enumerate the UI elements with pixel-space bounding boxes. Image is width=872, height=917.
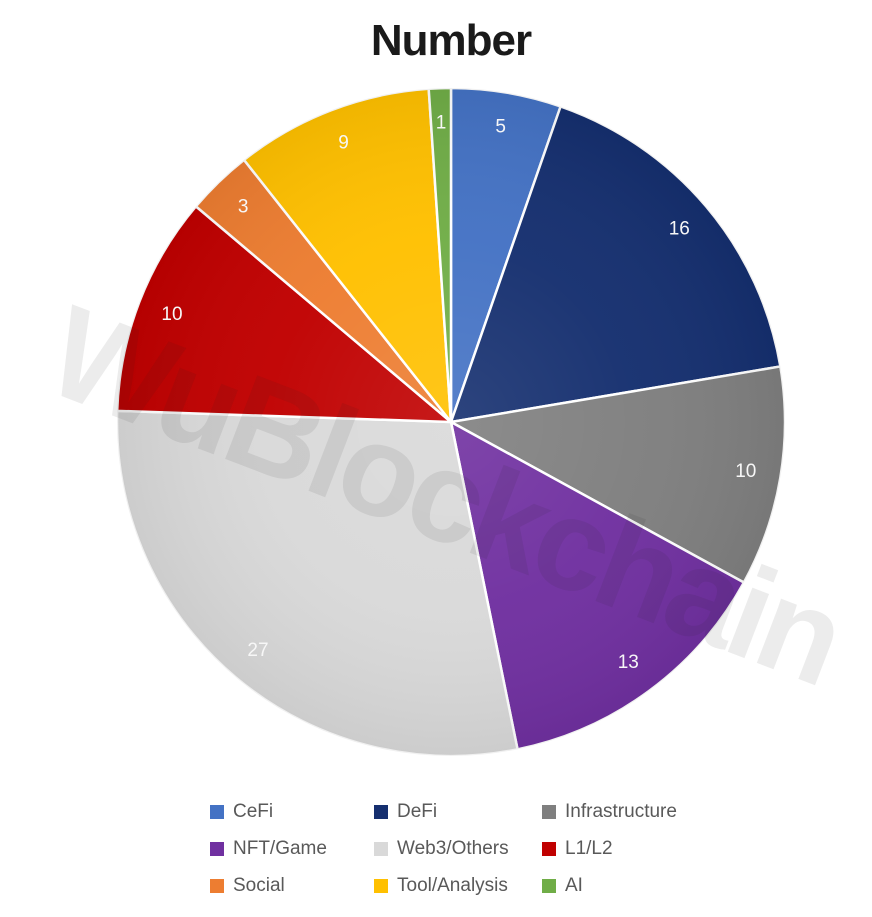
legend-label-social: Social <box>233 875 285 896</box>
legend-swatch-infrastructure <box>542 804 556 819</box>
legend-label-infrastructure: Infrastructure <box>565 801 677 822</box>
slice-value-label-tool-analysis: 9 <box>338 133 349 154</box>
legend-item-web3-others: Web3/Others <box>374 837 542 860</box>
legend-label-cefi: CeFi <box>233 801 274 822</box>
legend-item-ai: AI <box>542 874 770 897</box>
legend-item-nft-game: NFT/Game <box>210 837 374 860</box>
slice-value-label-ai: 1 <box>436 113 447 134</box>
slice-value-label-defi: 16 <box>669 219 690 240</box>
legend-swatch-tool-analysis <box>374 878 388 893</box>
legend-swatch-web3-others <box>374 841 388 856</box>
legend-label-ai: AI <box>565 875 583 896</box>
legend-item-cefi: CeFi <box>210 800 374 823</box>
legend-label-defi: DeFi <box>397 801 438 822</box>
chart-legend: CeFi DeFi Infrastructure NFT/Game Web3/Other… <box>210 800 770 897</box>
slice-value-label-nft-game: 13 <box>618 652 639 673</box>
pie-shading-overlay <box>117 88 785 756</box>
legend-swatch-nft-game <box>210 841 224 856</box>
slice-value-label-l1-l2: 10 <box>161 304 182 325</box>
slice-value-label-social: 3 <box>238 197 249 218</box>
legend-swatch-social <box>210 878 224 893</box>
legend-item-defi: DeFi <box>374 800 542 823</box>
legend-swatch-ai <box>542 878 556 893</box>
legend-swatch-cefi <box>210 804 224 819</box>
legend-row: Social Tool/Analysis AI <box>210 874 770 897</box>
legend-label-nft-game: NFT/Game <box>233 838 327 859</box>
legend-item-l1-l2: L1/L2 <box>542 837 770 860</box>
legend-item-social: Social <box>210 874 374 897</box>
slice-value-label-web3-others: 27 <box>247 640 268 661</box>
chart-title: Number <box>370 16 532 65</box>
slice-value-label-infrastructure: 10 <box>735 461 756 482</box>
legend-label-tool-analysis: Tool/Analysis <box>397 875 508 896</box>
legend-item-tool-analysis: Tool/Analysis <box>374 874 542 897</box>
legend-row: NFT/Game Web3/Others L1/L2 <box>210 837 770 860</box>
legend-label-l1-l2: L1/L2 <box>565 838 613 859</box>
legend-item-infrastructure: Infrastructure <box>542 800 770 823</box>
legend-row: CeFi DeFi Infrastructure <box>210 800 770 823</box>
legend-swatch-l1-l2 <box>542 841 556 856</box>
legend-swatch-defi <box>374 804 388 819</box>
slice-value-label-cefi: 5 <box>495 117 506 138</box>
legend-label-web3-others: Web3/Others <box>397 838 509 859</box>
